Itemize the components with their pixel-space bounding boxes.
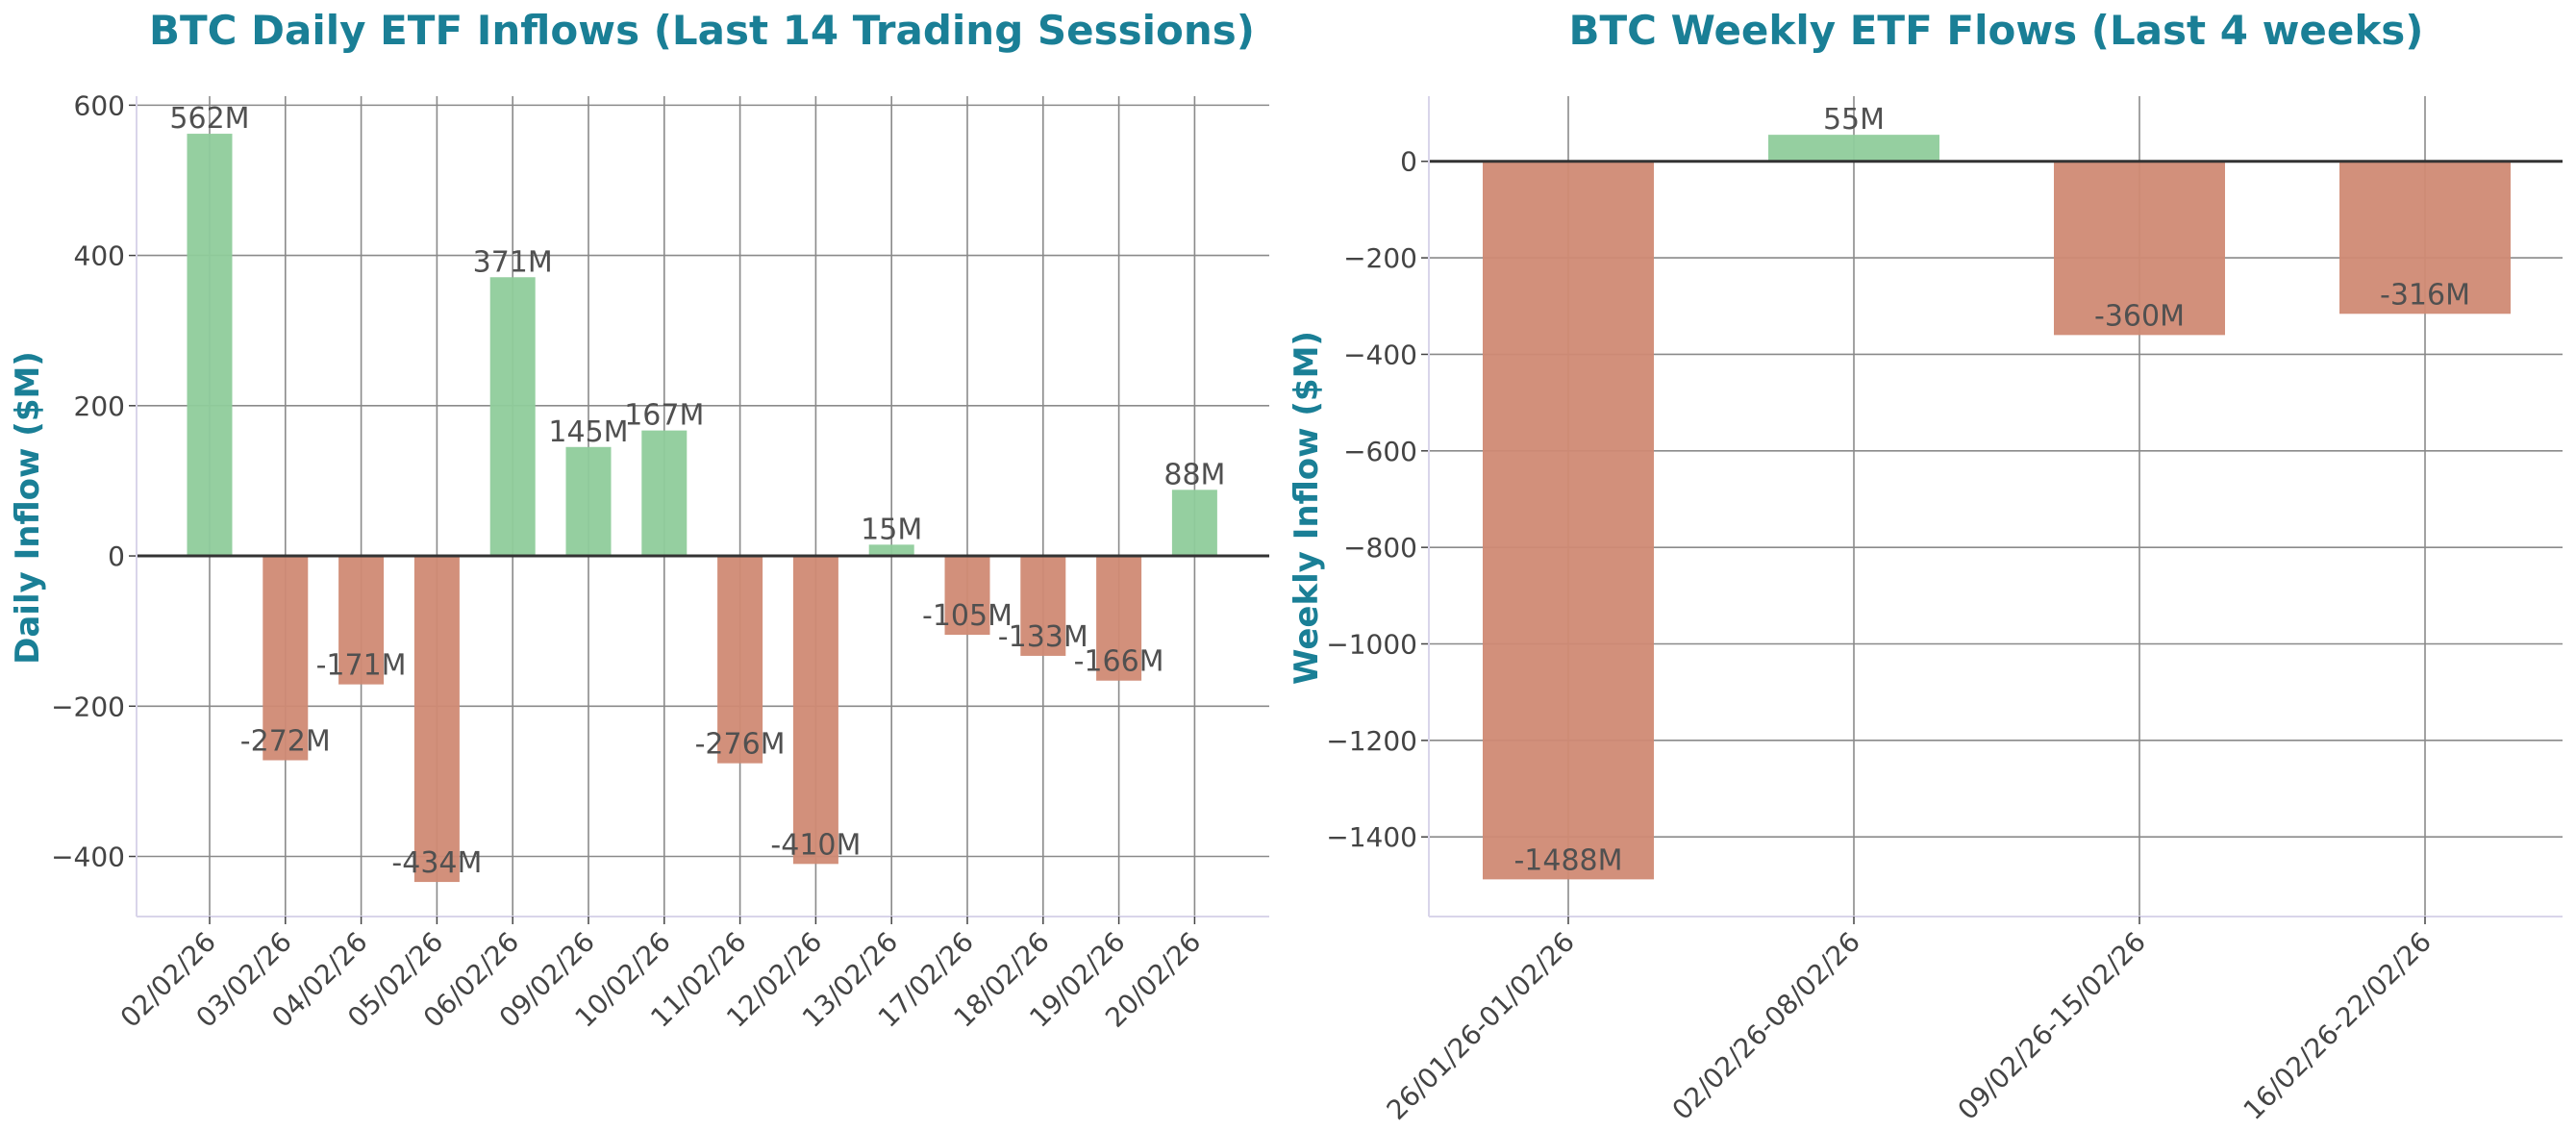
weekly-y-axis-label: Weekly Inflow ($M) [1288,331,1326,685]
weekly-data-label: 55M [1823,103,1885,137]
weekly-chart-title: BTC Weekly ETF Flows (Last 4 weeks) [1569,7,2424,54]
daily-y-tick-label: −200 [51,691,125,722]
daily-y-tick-label: 400 [74,240,125,272]
daily-data-label: 167M [624,399,704,433]
daily-y-tick-label: 600 [74,89,125,121]
weekly-y-tick-label: 0 [1400,146,1417,178]
weekly-bars [1483,135,2511,880]
daily-bar-18-02-26 [1020,556,1066,656]
daily-data-label: -272M [240,725,331,759]
daily-data-label: 88M [1163,458,1225,491]
daily-bar-02-02-26 [187,134,233,557]
weekly-bar-16-02-26-22-02-26 [2339,161,2511,314]
weekly-x-tick-label: 02/02/26-08/02/26 [1666,926,1866,1126]
daily-data-label: 562M [169,102,249,136]
weekly-y-tick-label: −800 [1343,532,1417,564]
daily-bar-20-02-26 [1171,490,1217,557]
daily-bar-12-02-26 [792,556,838,865]
weekly-x-tick-label: 26/01/26-01/02/26 [1381,926,1581,1126]
weekly-data-label: -360M [2094,299,2185,333]
weekly-y-tick-label: −600 [1343,436,1417,467]
daily-data-label: -171M [316,649,407,683]
weekly-data-label: -1488M [1513,843,1622,877]
weekly-bar-09-02-26-15-02-26 [2054,161,2225,336]
daily-y-axis-label: Daily Inflow ($M) [9,351,47,665]
daily-y-tick-label: 200 [74,390,125,422]
daily-data-label: 371M [473,245,553,279]
daily-y-tick-label: 0 [108,540,125,572]
daily-chart-title: BTC Daily ETF Inflows (Last 14 Trading S… [149,7,1255,54]
daily-data-label: 145M [548,415,628,449]
weekly-y-tick-label: −1400 [1326,821,1417,853]
weekly-data-labels: -1488M 55M -360M -316M [1513,103,2470,877]
daily-data-label: -105M [922,599,1013,633]
daily-data-label: 15M [861,513,922,546]
daily-bar-03-02-26 [263,556,309,761]
weekly-y-tick-label: −1200 [1326,725,1417,757]
daily-bar-06-02-26 [489,277,536,557]
daily-bar-04-02-26 [338,556,385,685]
daily-bar-09-02-26 [565,446,612,557]
daily-bars [187,134,1217,883]
weekly-bar-02-02-26-08-02-26 [1768,135,1939,162]
daily-bar-10-02-26 [641,430,688,557]
daily-data-label: -166M [1074,645,1164,679]
daily-bar-17-02-26 [944,556,990,636]
weekly-chart-panel: BTC Weekly ETF Flows (Last 4 weeks) Week… [1288,7,2563,1126]
daily-data-label: -410M [770,828,861,862]
weekly-y-tick-label: −200 [1343,242,1417,274]
daily-axes: 6004002000−200−40002/02/2603/02/2604/02/… [51,89,1269,1034]
daily-bar-13-02-26 [868,544,914,557]
weekly-y-tick-label: −400 [1343,339,1417,370]
daily-chart-panel: BTC Daily ETF Inflows (Last 14 Trading S… [9,7,1269,1034]
weekly-data-label: -316M [2380,278,2470,312]
daily-bar-19-02-26 [1096,556,1142,681]
daily-bar-11-02-26 [717,556,763,764]
daily-data-label: -434M [391,846,482,880]
daily-gridlines [137,96,1269,917]
daily-bar-05-02-26 [413,556,460,883]
daily-data-label: -276M [695,728,786,762]
weekly-x-tick-label: 16/02/26-22/02/26 [2238,926,2438,1126]
weekly-y-tick-label: −1000 [1326,629,1417,661]
weekly-bar-26-01-26-01-02-26 [1483,161,1654,880]
daily-data-label: -133M [998,620,1088,654]
daily-y-tick-label: −400 [51,842,125,873]
weekly-x-tick-label: 09/02/26-15/02/26 [1952,926,2152,1126]
